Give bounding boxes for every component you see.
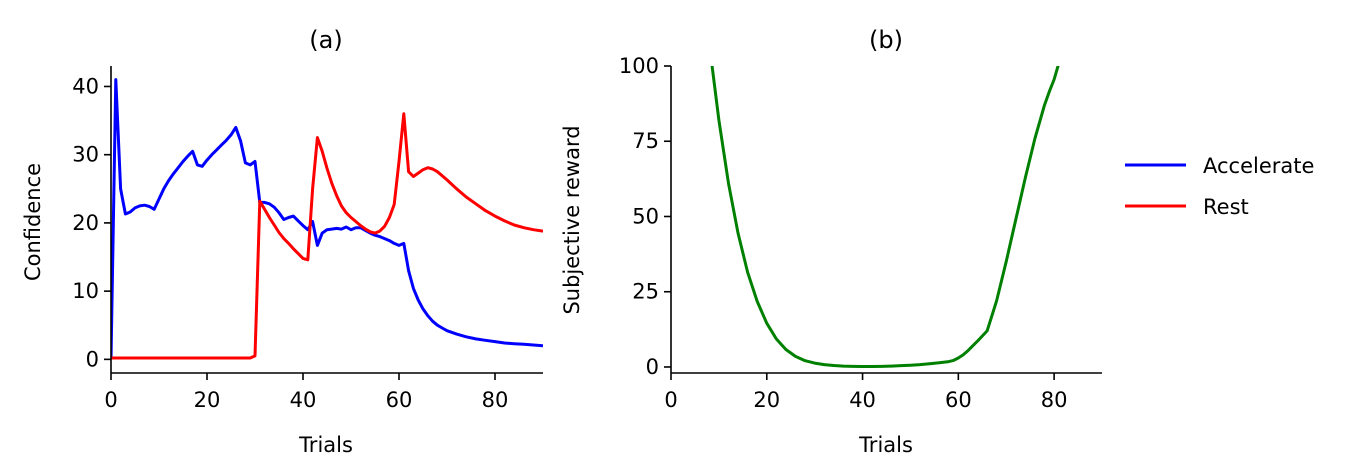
panel-b: (b) 0 20 40 60 80 0 25 50 75 100 Trials Subjecti…	[560, 26, 1102, 457]
x-tick-label: 60	[386, 388, 413, 412]
panel-b-y-ticks: 0 25 50 75 100	[619, 54, 671, 379]
panel-b-x-ticks: 0 20 40 60 80	[664, 373, 1067, 412]
x-tick-label: 0	[664, 388, 677, 412]
panel-a-x-label: Trials	[298, 433, 353, 457]
x-tick-label: 40	[849, 388, 876, 412]
x-tick-label: 0	[104, 388, 117, 412]
panel-b-lines	[710, 66, 1060, 368]
panel-a-lines	[111, 78, 543, 360]
x-tick-label: 20	[753, 388, 780, 412]
y-tick-label: 20	[72, 211, 99, 235]
panel-a-y-label: Confidence	[21, 163, 45, 281]
y-tick-label: 10	[72, 279, 99, 303]
x-tick-label: 40	[290, 388, 317, 412]
panel-b-x-label: Trials	[858, 433, 913, 457]
legend-label-rest: Rest	[1203, 195, 1249, 219]
panel-a-x-ticks: 0 20 40 60 80	[104, 373, 508, 412]
panel-a: (a) 0 20 40 60 80 0 10 20 30 40 Trials Confidenc…	[21, 26, 543, 457]
x-tick-label: 80	[1041, 388, 1068, 412]
panel-b-y-label: Subjective reward	[560, 125, 584, 314]
panel-a-y-ticks: 0 10 20 30 40	[72, 74, 111, 371]
series-line-accelerate	[111, 78, 543, 360]
legend: Accelerate Rest	[1125, 154, 1314, 219]
y-tick-label: 75	[632, 129, 659, 153]
y-tick-label: 25	[632, 280, 659, 304]
x-tick-label: 80	[482, 388, 509, 412]
y-tick-label: 0	[646, 355, 659, 379]
panel-b-title: (b)	[869, 26, 903, 54]
y-tick-label: 30	[72, 143, 99, 167]
y-tick-label: 40	[72, 74, 99, 98]
y-tick-label: 100	[619, 54, 659, 78]
x-tick-label: 20	[194, 388, 221, 412]
y-tick-label: 0	[86, 347, 99, 371]
legend-label-accelerate: Accelerate	[1203, 154, 1314, 178]
y-tick-label: 50	[632, 204, 659, 228]
series-line-subjective-reward	[710, 66, 1060, 368]
panel-a-title: (a)	[309, 26, 342, 54]
x-tick-label: 60	[945, 388, 972, 412]
series-line-rest	[111, 112, 543, 360]
